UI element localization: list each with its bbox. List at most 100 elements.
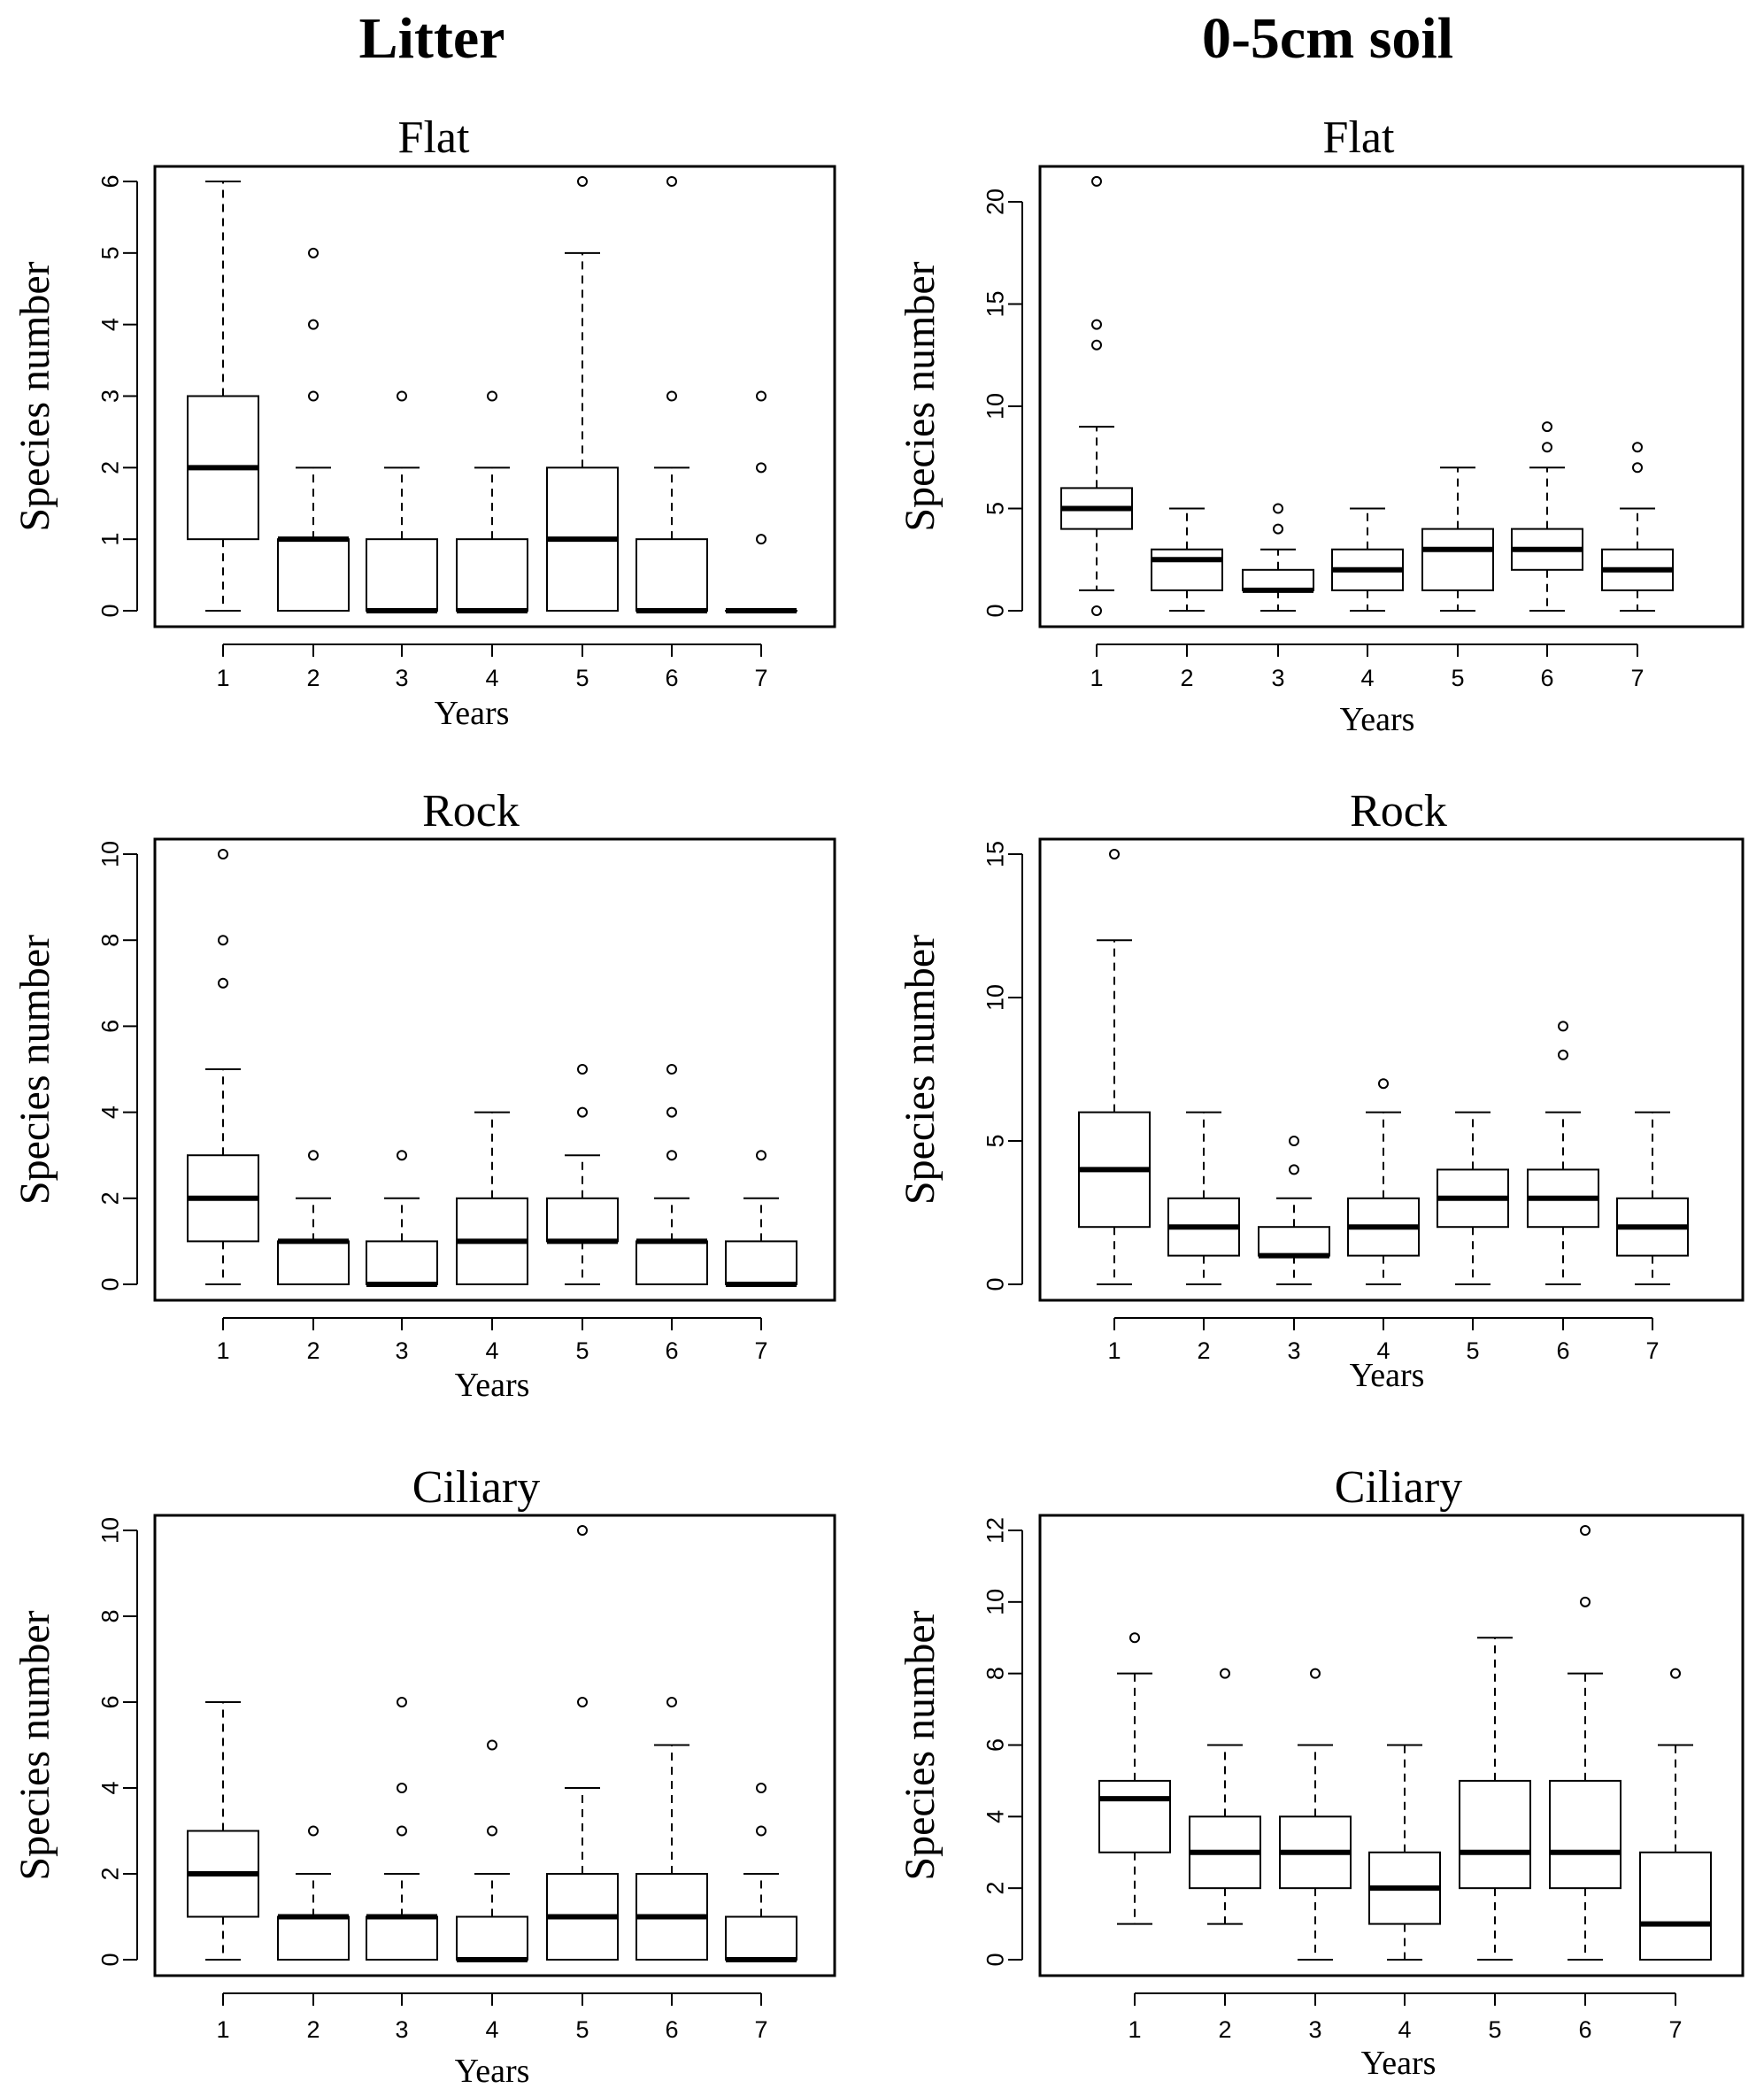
box-year-4 <box>457 1113 528 1284</box>
x-tick-label: 5 <box>575 1337 589 1364</box>
box-year-1 <box>1099 1633 1170 1923</box>
iqr-box <box>726 1241 797 1284</box>
iqr-box <box>726 1917 797 1961</box>
box-year-3 <box>366 1151 437 1284</box>
outlier-point <box>1290 1165 1298 1174</box>
box-year-2 <box>278 249 349 611</box>
y-tick-label: 2 <box>982 1882 1008 1895</box>
x-tick-label: 6 <box>665 665 678 691</box>
x-tick-label: 3 <box>395 665 408 691</box>
x-tick-label: 1 <box>216 2016 229 2043</box>
panel-2: FlatYearsSpecies number051015201 2 3 4 5 6 7 <box>897 112 1743 738</box>
y-tick-label: 2 <box>96 1191 123 1205</box>
y-tick-label: 8 <box>96 934 123 947</box>
box-year-5 <box>547 177 618 611</box>
x-tick-label: 3 <box>395 1337 408 1364</box>
box-year-1 <box>1079 850 1150 1284</box>
y-tick-label: 2 <box>96 1867 123 1880</box>
y-tick-label: 5 <box>982 1134 1008 1147</box>
y-tick-label: 4 <box>982 1810 1008 1823</box>
outlier-point <box>667 1151 676 1160</box>
plot-title: Ciliary <box>412 1462 540 1513</box>
y-tick-label: 5 <box>982 502 1008 515</box>
x-tick-label: 2 <box>1197 1337 1210 1364</box>
iqr-box <box>278 1917 349 1961</box>
x-tick-label: 4 <box>485 665 498 691</box>
outlier-point <box>1130 1633 1139 1642</box>
x-tick-label: 6 <box>1578 2016 1591 2043</box>
y-tick-label: 4 <box>96 318 123 331</box>
y-axis-label: Species number <box>12 261 58 531</box>
x-tick-label: 1 <box>1128 2016 1141 2043</box>
outlier-point <box>1633 443 1642 451</box>
outlier-point <box>488 1741 497 1750</box>
x-tick-label: 1 <box>216 1337 229 1364</box>
iqr-box <box>1422 529 1493 590</box>
y-tick-label: 10 <box>982 393 1008 420</box>
box-year-6 <box>636 177 707 611</box>
x-tick-label: 1 <box>1090 665 1103 691</box>
outlier-point <box>397 1827 406 1836</box>
outlier-point <box>1110 850 1119 859</box>
x-tick-label: 7 <box>1668 2016 1682 2043</box>
outlier-point <box>397 392 406 401</box>
iqr-box <box>278 539 349 611</box>
y-tick-label: 0 <box>982 604 1008 617</box>
y-tick-label: 10 <box>96 1517 123 1544</box>
outlier-point <box>309 249 318 258</box>
box-year-4 <box>457 392 528 612</box>
outlier-point <box>1311 1669 1320 1678</box>
outlier-point <box>1543 422 1552 431</box>
y-tick-label: 6 <box>982 1738 1008 1752</box>
plot-title: Rock <box>422 786 520 836</box>
y-axis-label: Species number <box>897 935 944 1205</box>
y-tick-label: 1 <box>96 533 123 546</box>
y-tick-label: 6 <box>96 1020 123 1033</box>
outlier-point <box>1092 177 1101 186</box>
y-tick-label: 10 <box>96 841 123 867</box>
y-tick-label: 6 <box>96 174 123 188</box>
x-axis-label: Years <box>455 1367 530 1404</box>
y-tick-label: 8 <box>982 1667 1008 1680</box>
iqr-box <box>366 539 437 611</box>
x-tick-label: 4 <box>1360 665 1374 691</box>
outlier-point <box>1274 505 1283 513</box>
y-tick-label: 10 <box>982 1589 1008 1615</box>
outlier-point <box>309 1151 318 1160</box>
outlier-point <box>757 463 766 472</box>
outlier-point <box>219 936 227 944</box>
y-tick-label: 15 <box>982 290 1008 317</box>
y-tick-label: 0 <box>96 604 123 617</box>
x-tick-label: 2 <box>306 1337 320 1364</box>
boxplot-figure: FlatYearsSpecies number01234561 2 3 4 5 6 7Fla… <box>0 0 1764 2096</box>
plot-title: Ciliary <box>1335 1462 1462 1513</box>
outlier-point <box>1559 1051 1568 1060</box>
iqr-box <box>1152 550 1222 590</box>
box-year-6 <box>636 1698 707 1960</box>
box-year-5 <box>1437 1113 1508 1284</box>
outlier-point <box>1092 606 1101 615</box>
y-tick-label: 8 <box>96 1609 123 1622</box>
box-year-6 <box>636 1065 707 1284</box>
x-tick-label: 3 <box>1287 1337 1300 1364</box>
box-year-7 <box>1602 443 1673 611</box>
outlier-point <box>397 1151 406 1160</box>
outlier-point <box>1092 320 1101 329</box>
box-year-5 <box>547 1065 618 1284</box>
box-year-1 <box>188 181 258 611</box>
box-year-1 <box>188 850 258 1284</box>
box-year-7 <box>726 392 797 612</box>
outlier-point <box>1379 1079 1388 1088</box>
box-year-4 <box>1332 509 1403 612</box>
box-year-7 <box>1640 1669 1711 1960</box>
iqr-box <box>1550 1781 1621 1888</box>
y-axis-label: Species number <box>897 1610 944 1880</box>
x-tick-label: 3 <box>395 2016 408 2043</box>
x-tick-label: 1 <box>216 665 229 691</box>
outlier-point <box>757 392 766 401</box>
x-tick-label: 5 <box>1451 665 1464 691</box>
box-year-5 <box>547 1526 618 1960</box>
x-axis-label: Years <box>435 695 510 732</box>
x-tick-label: 4 <box>1376 1337 1390 1364</box>
panel-3: RockYearsSpecies number02468101 2 3 4 5 6 7 <box>12 786 835 1404</box>
